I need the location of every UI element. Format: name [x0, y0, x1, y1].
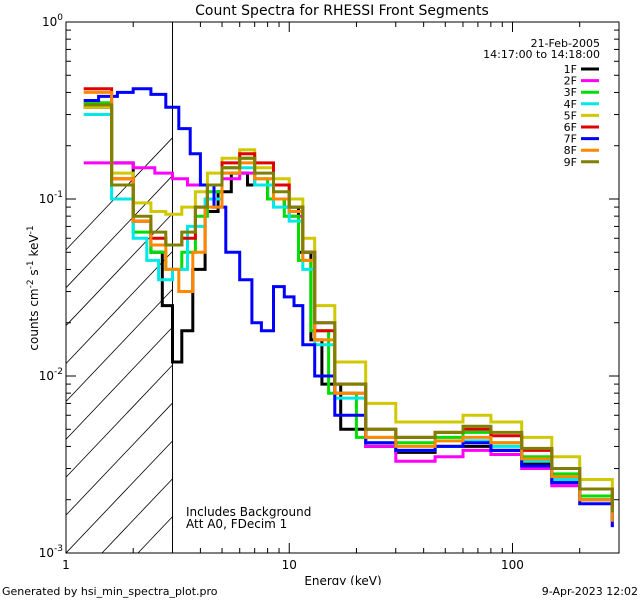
legend-label-8F: 8F: [564, 144, 577, 157]
x-tick-labels: 1 10 100: [62, 558, 524, 572]
series-line-2F: [83, 161, 614, 528]
legend-label-1F: 1F: [564, 63, 577, 76]
axis-ticks: [65, 21, 620, 554]
y-tick-label: 10-1: [39, 190, 63, 206]
legend-label-3F: 3F: [564, 86, 577, 99]
series-line-7F: [83, 87, 614, 528]
hatch-line: [282, 22, 640, 553]
hatch-line: [66, 250, 173, 365]
date-label: 21-Feb-2005: [531, 37, 600, 50]
legend-label-4F: 4F: [564, 98, 577, 111]
x-tick-label: 100: [501, 558, 524, 572]
x-tick-label: 1: [62, 558, 70, 572]
legend-label-5F: 5F: [564, 109, 577, 122]
series-line-8F: [83, 90, 614, 522]
series-line-4F: [83, 113, 614, 522]
spectra-chart: Count Spectra for RHESSI Front Segments …: [26, 3, 640, 585]
footer-timestamp: 9-Apr-2023 12:02: [541, 585, 638, 598]
plot-frame: [65, 21, 620, 554]
y-tick-labels: 10-3 10-2 10-1 100: [39, 13, 64, 560]
hatch-line: [318, 22, 640, 553]
x-axis-label: Energy (keV): [304, 574, 381, 585]
hatch-line: [354, 22, 640, 553]
x-tick-label: 10: [282, 558, 297, 572]
hatch-line: [66, 440, 173, 553]
y-tick-label: 10-2: [39, 367, 63, 383]
legend-label-7F: 7F: [564, 133, 577, 146]
hatch-line: [66, 364, 173, 478]
y-axis-label: counts cm-2 s-1 keV-1: [26, 225, 41, 350]
series-line-3F: [83, 101, 614, 517]
footer-generated-by: Generated by hsi_min_spectra_plot.pro: [2, 585, 218, 598]
time-range-label: 14:17:00 to 14:18:00: [483, 48, 600, 61]
hatch-line: [66, 212, 173, 327]
hatch-line: [66, 402, 173, 516]
legend-label-6F: 6F: [564, 121, 577, 134]
hatch-line: [66, 175, 173, 289]
y-tick-label: 100: [42, 13, 63, 29]
legend-label-9F: 9F: [564, 156, 577, 169]
annotation-attenuator: Att A0, FDecim 1: [186, 517, 287, 531]
annotation-background: Includes Background: [186, 505, 311, 519]
hatch-line: [66, 288, 173, 403]
series-layer: [83, 87, 614, 528]
series-line-9F: [83, 103, 614, 513]
chart-title: Count Spectra for RHESSI Front Segments: [195, 3, 489, 19]
y-tick-label: 10-3: [39, 544, 63, 560]
legend-label-2F: 2F: [564, 75, 577, 88]
